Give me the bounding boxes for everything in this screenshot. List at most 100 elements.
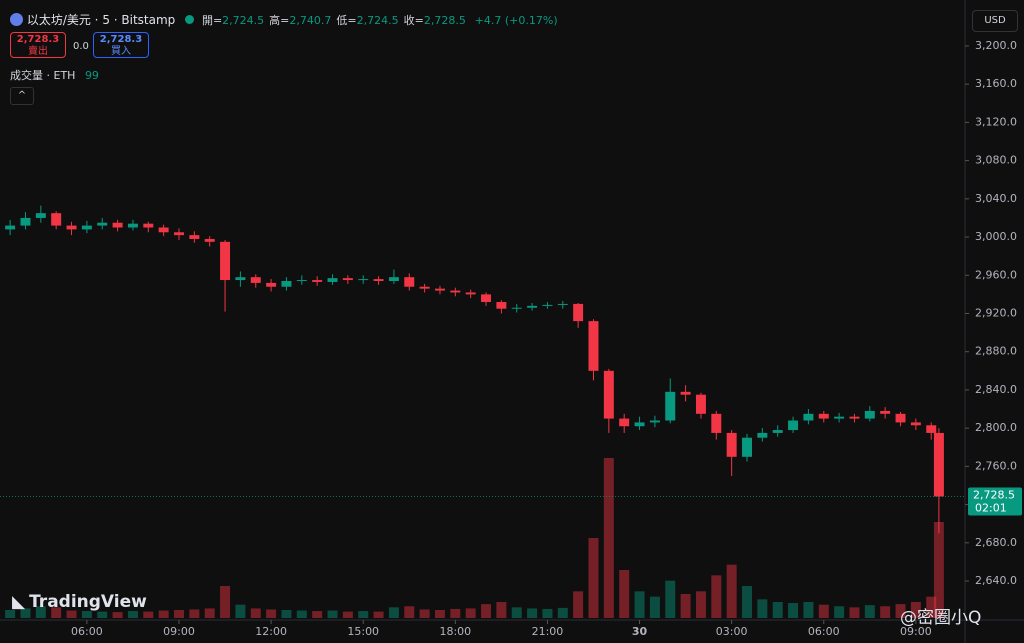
volume-bar: [726, 564, 737, 618]
y-tick-label: 2,960.0: [975, 268, 1017, 281]
volume-bar: [51, 607, 62, 618]
volume-bar: [711, 575, 722, 618]
volume-bar: [527, 608, 538, 618]
volume-bar: [649, 596, 660, 618]
volume-bar: [266, 609, 277, 618]
status-dot: [185, 15, 195, 24]
volume-bar: [66, 610, 77, 618]
candle-body: [527, 305, 538, 308]
y-tick-label: 2,920.0: [975, 306, 1017, 319]
candle-body: [388, 277, 399, 282]
volume-bar: [204, 608, 215, 618]
volume-bar: [933, 522, 944, 618]
candle-body: [143, 223, 154, 228]
x-tick-label: 18:00: [439, 625, 471, 638]
volume-bar: [603, 458, 614, 618]
candle-body: [204, 238, 215, 242]
volume-bar: [757, 599, 768, 618]
volume-bar: [81, 611, 92, 618]
y-tick-label: 3,120.0: [975, 115, 1017, 128]
volume-bar: [895, 604, 906, 618]
candle-body: [20, 217, 31, 226]
candle-body: [127, 223, 138, 228]
collapse-button[interactable]: ^: [10, 87, 34, 105]
candle-body: [97, 222, 108, 226]
candle-body: [665, 391, 676, 421]
candle-body: [910, 422, 921, 426]
candle-body: [895, 413, 906, 423]
candle-body: [373, 279, 384, 282]
candle-body: [926, 425, 937, 433]
volume-bar: [373, 611, 384, 618]
volume-bar: [926, 596, 937, 618]
volume-bar: [174, 610, 184, 618]
candle-body: [66, 225, 77, 230]
y-tick-label: 3,040.0: [975, 192, 1017, 205]
y-tick-label: 3,160.0: [975, 77, 1017, 90]
candle-body: [588, 321, 599, 371]
candle-body: [772, 430, 783, 433]
buy-price: 2,728.3: [99, 34, 143, 45]
volume-bar: [220, 586, 231, 618]
candle-body: [849, 416, 860, 419]
watermark: ◣ TradingView: [12, 592, 147, 612]
volume-bar: [112, 612, 123, 618]
symbol-row: 以太坊/美元 · 5 · Bitstamp 開=2,724.5 高=2,740.7…: [10, 11, 558, 28]
volume-label: 成交量 · ETH: [10, 69, 76, 82]
x-tick-label: 12:00: [255, 625, 287, 638]
volume-bar: [358, 611, 369, 618]
volume-bar: [5, 610, 16, 618]
volume-bar: [250, 608, 261, 618]
candle-body: [342, 278, 353, 281]
volume-legend: 成交量 · ETH 99: [10, 67, 99, 83]
volume-bar: [143, 611, 154, 618]
ohlc-legend: 開=2,724.5 高=2,740.7 低=2,724.5 收=2,728.5: [202, 14, 471, 27]
sell-button[interactable]: 2,728.3 賣出: [10, 32, 66, 58]
volume-bar: [665, 580, 676, 618]
ohlc-label: 收=: [403, 14, 424, 27]
candle-body: [834, 416, 845, 419]
volume-bar: [20, 608, 31, 618]
volume-bar: [496, 602, 507, 618]
volume-bar: [634, 591, 645, 618]
candle-body: [266, 282, 277, 287]
candle-body: [81, 225, 92, 230]
eth-icon: [10, 13, 23, 26]
candle-body: [312, 280, 323, 282]
ohlc-value: 2,728.5: [423, 14, 466, 27]
candle-body: [5, 225, 16, 230]
candle-body: [235, 277, 246, 281]
y-tick-label: 2,800.0: [975, 421, 1017, 434]
volume-bar: [465, 608, 476, 618]
y-tick-label: 3,080.0: [975, 154, 1017, 167]
buy-button[interactable]: 2,728.3 買入: [93, 32, 149, 58]
candle-body: [450, 290, 461, 293]
volume-bar: [97, 611, 108, 618]
x-tick-label: 21:00: [532, 625, 564, 638]
candle-body: [680, 391, 691, 395]
candle-body: [404, 277, 415, 287]
candle-body: [757, 432, 768, 438]
volume-bar: [388, 607, 399, 618]
spread: 0.0: [73, 41, 89, 52]
countdown: 02:01: [975, 501, 1007, 514]
volume-bar: [434, 610, 445, 618]
candle-body: [511, 307, 522, 309]
y-tick-label: 3,000.0: [975, 230, 1017, 243]
volume-bar: [235, 604, 246, 618]
volume-bar: [834, 606, 845, 618]
currency-button[interactable]: USD: [972, 10, 1018, 32]
candle-body: [220, 241, 231, 281]
candle-body: [158, 227, 169, 233]
volume-bar: [158, 610, 169, 618]
volume-bar: [481, 604, 492, 618]
y-tick-label: 2,880.0: [975, 345, 1017, 358]
candle-body: [726, 432, 737, 457]
candle-body: [933, 432, 944, 497]
candle-body: [880, 410, 891, 414]
volume-bar: [35, 606, 46, 618]
symbol[interactable]: 以太坊/美元 · 5 · Bitstamp: [26, 13, 176, 27]
candle-body: [281, 281, 292, 287]
y-tick-label: 2,760.0: [975, 459, 1017, 472]
